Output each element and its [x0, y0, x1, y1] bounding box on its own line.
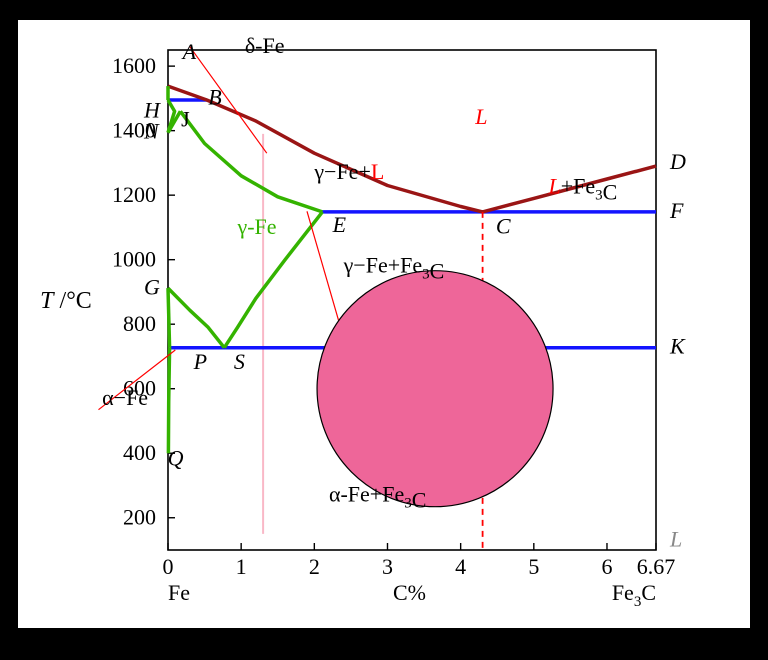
svg-text:L: L	[474, 104, 487, 129]
svg-text:0: 0	[163, 554, 174, 579]
svg-text:400: 400	[123, 440, 156, 465]
svg-text:3: 3	[382, 554, 393, 579]
svg-text:L: L	[669, 526, 682, 551]
svg-text:800: 800	[123, 311, 156, 336]
svg-text:Fe: Fe	[168, 580, 190, 605]
svg-text:6: 6	[601, 554, 612, 579]
svg-text:E: E	[332, 212, 347, 237]
svg-text:P: P	[193, 349, 207, 374]
svg-text:1200: 1200	[112, 182, 156, 207]
svg-text:Q: Q	[168, 446, 184, 471]
svg-text:K: K	[669, 334, 686, 359]
svg-text:δ-Fe: δ-Fe	[245, 33, 285, 58]
svg-text:A: A	[181, 39, 197, 64]
svg-text:γ-Fe: γ-Fe	[237, 214, 277, 239]
svg-text:200: 200	[123, 505, 156, 530]
svg-text:5: 5	[528, 554, 539, 579]
svg-text:G: G	[144, 275, 160, 300]
svg-text:6.67: 6.67	[637, 554, 676, 579]
svg-text:1000: 1000	[112, 247, 156, 272]
svg-text:Fe3C: Fe3C	[612, 580, 656, 610]
svg-text:2: 2	[309, 554, 320, 579]
svg-text:J: J	[181, 106, 190, 131]
svg-text:4: 4	[455, 554, 466, 579]
svg-text:C%: C%	[393, 580, 426, 605]
svg-text:D: D	[669, 149, 686, 174]
svg-text:S: S	[234, 349, 245, 374]
svg-text:1600: 1600	[112, 53, 156, 78]
svg-text:T /°C: T /°C	[40, 288, 92, 314]
svg-text:C: C	[496, 213, 511, 238]
svg-text:N: N	[143, 118, 160, 143]
svg-text:α−Fe: α−Fe	[102, 385, 148, 410]
svg-text:B: B	[208, 84, 221, 109]
svg-text:1: 1	[236, 554, 247, 579]
svg-text:F: F	[669, 198, 684, 223]
svg-text:γ−Fe+L: γ−Fe+L	[313, 159, 384, 184]
